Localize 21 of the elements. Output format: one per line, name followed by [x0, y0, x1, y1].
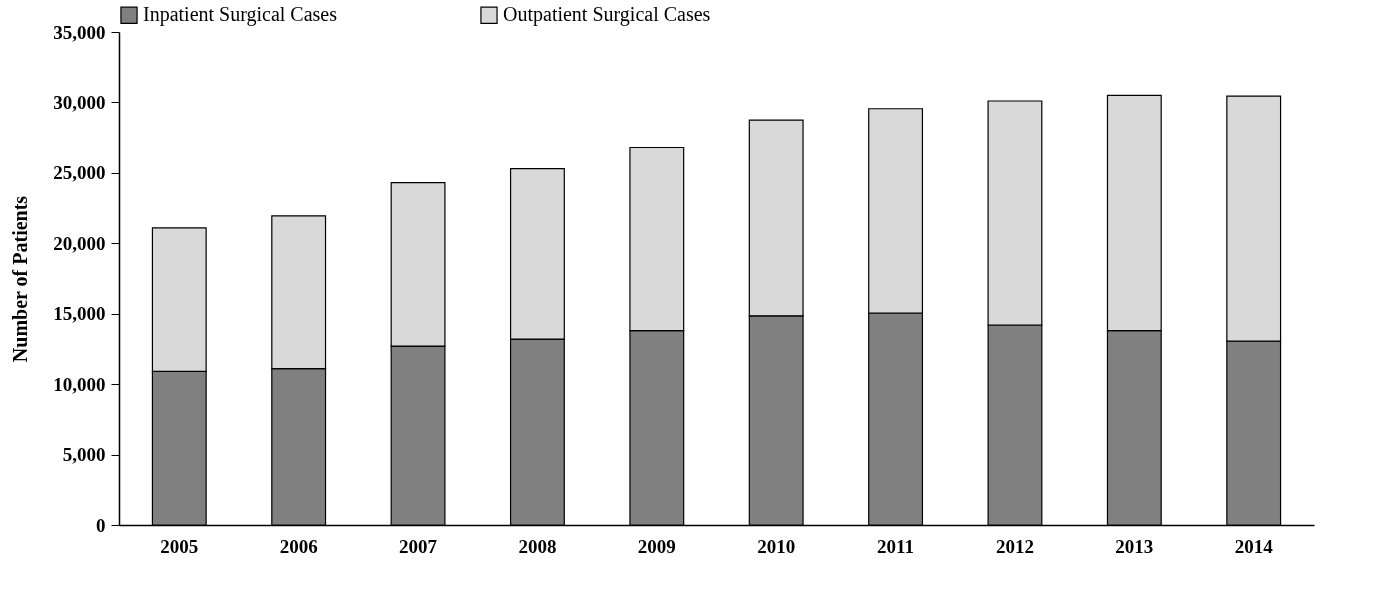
y-tick-label: 20,000	[53, 232, 106, 254]
y-axis-title: Number of Patients	[9, 195, 32, 363]
y-tick-label: 35,000	[53, 21, 106, 43]
y-tick-label: 15,000	[53, 303, 106, 325]
y-tick-label: 25,000	[53, 162, 106, 184]
y-tick-label: 5,000	[62, 444, 106, 466]
legend-label: Outpatient Surgical Cases	[503, 3, 711, 27]
x-tick-label: 2009	[637, 535, 676, 557]
y-tick-label: 30,000	[53, 91, 106, 113]
x-tick-label: 2008	[518, 535, 557, 557]
y-tick-label: 10,000	[53, 373, 106, 395]
x-tick-label: 2007	[399, 535, 438, 557]
legend-label: Inpatient Surgical Cases	[143, 3, 338, 27]
y-tick-label: 0	[96, 514, 106, 536]
x-tick-label: 2014	[1234, 535, 1274, 557]
x-tick-label: 2005	[160, 535, 199, 557]
x-tick-label: 2012	[995, 535, 1034, 557]
x-tick-label: 2006	[279, 535, 318, 557]
x-tick-label: 2013	[1115, 535, 1154, 557]
x-tick-label: 2011	[877, 535, 915, 557]
x-tick-label: 2010	[757, 535, 796, 557]
